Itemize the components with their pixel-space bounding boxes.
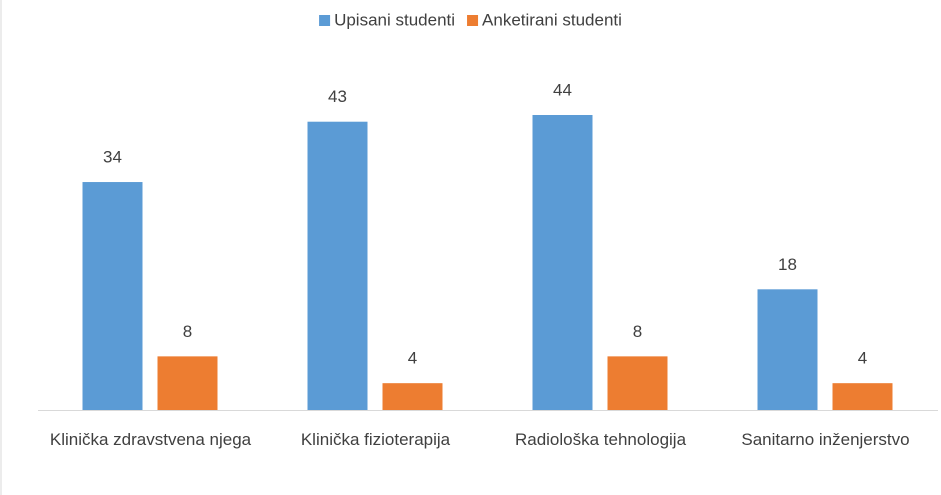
bar	[382, 383, 443, 410]
data-label: 43	[328, 87, 347, 106]
bar	[82, 182, 143, 410]
data-label: 4	[858, 349, 867, 368]
x-tick-label: Sanitarno inženjerstvo	[741, 430, 910, 449]
data-label: 8	[183, 322, 192, 341]
bar	[307, 121, 368, 411]
x-tick-label: Radiološka tehnologija	[514, 430, 687, 449]
legend-swatch	[467, 15, 479, 26]
legend-label: Anketirani studenti	[482, 10, 622, 29]
x-tick-label: Klinička zdravstvena njega	[49, 430, 252, 449]
legend-label: Upisani studenti	[334, 10, 455, 29]
legend-swatch	[319, 15, 331, 26]
bar	[157, 356, 218, 410]
data-label: 34	[103, 148, 122, 167]
data-label: 8	[633, 322, 642, 341]
data-label: 18	[778, 255, 797, 274]
bar	[532, 115, 593, 410]
bar	[757, 289, 818, 410]
data-label: 44	[553, 80, 572, 99]
x-tick-label: Klinička fizioterapija	[300, 430, 451, 449]
bar	[607, 356, 668, 410]
data-label: 4	[408, 349, 417, 368]
bar	[832, 383, 893, 410]
